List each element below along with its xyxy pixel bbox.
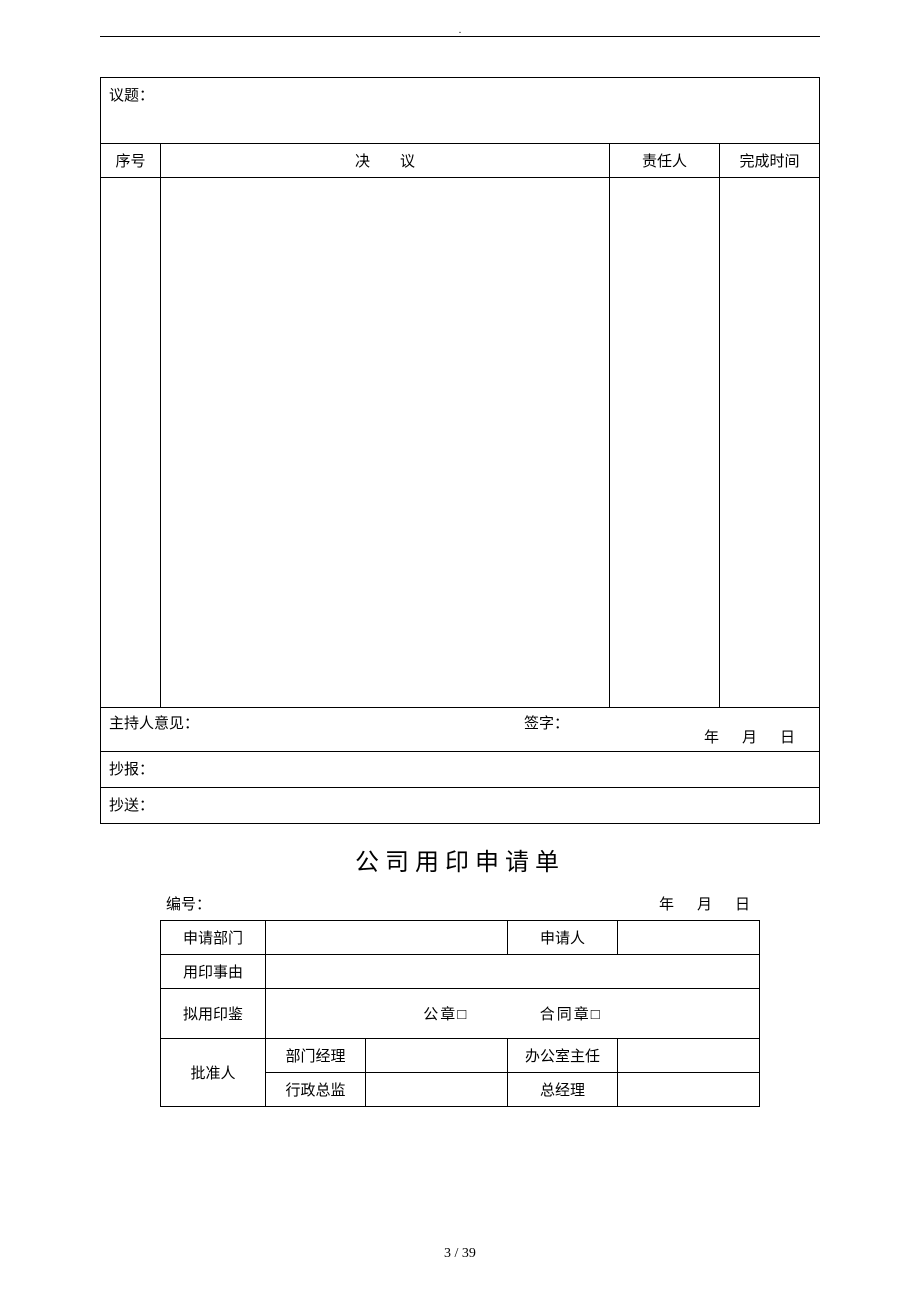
cs-cell: 抄送： <box>101 788 820 824</box>
header-dot: . <box>459 25 462 36</box>
page-number: 3 / 39 <box>0 1246 920 1262</box>
office-value <box>618 1039 760 1073</box>
host-label: 主持人意见： <box>109 712 199 733</box>
body-row <box>101 178 820 708</box>
meeting-table: 议题： 序号 决 议 责任人 完成时间 主持人意见： 签字： 年 月 日 抄报：… <box>100 77 820 824</box>
dept-label: 申请部门 <box>161 921 266 955</box>
body-wc <box>719 178 819 708</box>
bh-label: 编号： <box>166 893 211 914</box>
seal-row4: 批准人 部门经理 办公室主任 <box>161 1039 760 1073</box>
header-row: 序号 决 议 责任人 完成时间 <box>101 144 820 178</box>
col-zr-header: 责任人 <box>609 144 719 178</box>
cs-row: 抄送： <box>101 788 820 824</box>
stamp-opt2: 合同章□ <box>540 1007 602 1023</box>
form-meta-row: 编号： 年 月 日 <box>160 893 760 920</box>
gm-label: 总经理 <box>508 1073 618 1107</box>
host-date: 年 月 日 <box>704 726 799 747</box>
cb-row: 抄报： <box>101 752 820 788</box>
approver-label: 批准人 <box>161 1039 266 1107</box>
header-rule: . <box>100 36 820 37</box>
seal-table: 申请部门 申请人 用印事由 拟用印鉴 公章□ 合同章□ 批准人 部门经理 <box>160 920 760 1107</box>
body-jy <box>161 178 610 708</box>
seal-form-container: 编号： 年 月 日 申请部门 申请人 用印事由 拟用印鉴 公章□ <box>100 893 820 1107</box>
mgr-value <box>366 1039 508 1073</box>
topic-cell: 议题： <box>101 78 820 144</box>
col-wc-header: 完成时间 <box>719 144 819 178</box>
form-date: 年 月 日 <box>659 893 754 914</box>
dept-value <box>266 921 508 955</box>
stamp-options: 公章□ 合同章□ <box>266 989 760 1039</box>
col-xh-header: 序号 <box>101 144 161 178</box>
cb-cell: 抄报： <box>101 752 820 788</box>
topic-row: 议题： <box>101 78 820 144</box>
applicant-value <box>618 921 760 955</box>
stamp-opt1: 公章□ <box>423 1007 468 1023</box>
office-label: 办公室主任 <box>508 1039 618 1073</box>
gm-value <box>618 1073 760 1107</box>
reason-label: 用印事由 <box>161 955 266 989</box>
admin-value <box>366 1073 508 1107</box>
reason-value <box>266 955 760 989</box>
body-zr <box>609 178 719 708</box>
mgr-label: 部门经理 <box>266 1039 366 1073</box>
admin-label: 行政总监 <box>266 1073 366 1107</box>
seal-row2: 用印事由 <box>161 955 760 989</box>
host-cell: 主持人意见： 签字： 年 月 日 <box>101 708 820 752</box>
col-jy-header: 决 议 <box>161 144 610 178</box>
applicant-label: 申请人 <box>508 921 618 955</box>
seal-row3: 拟用印鉴 公章□ 合同章□ <box>161 989 760 1039</box>
form-title: 公司用印申请单 <box>100 842 820 877</box>
seal-row1: 申请部门 申请人 <box>161 921 760 955</box>
body-xh <box>101 178 161 708</box>
sign-label: 签字： <box>524 712 569 733</box>
host-row: 主持人意见： 签字： 年 月 日 <box>101 708 820 752</box>
stamp-type-label: 拟用印鉴 <box>161 989 266 1039</box>
